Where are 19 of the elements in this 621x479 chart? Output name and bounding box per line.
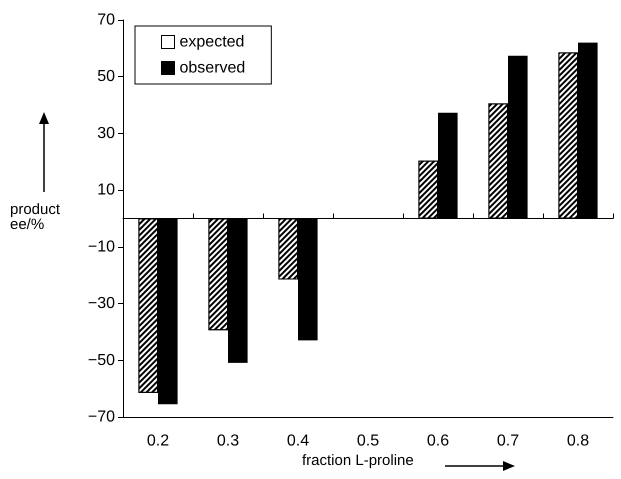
y-tick-label: 30 xyxy=(97,124,116,142)
x-tick-label: 0.8 xyxy=(566,432,590,450)
y-tick-label: 10 xyxy=(97,182,116,199)
x-tick-label: 0.4 xyxy=(286,432,310,450)
x-tick-label: 0.6 xyxy=(426,432,450,450)
y-tick-label: −10 xyxy=(88,238,116,256)
y-tick-label: −50 xyxy=(88,352,116,369)
x-tick-label: 0.5 xyxy=(356,432,380,450)
x-tick-label: 0.7 xyxy=(496,432,520,450)
x-tick-label: 0.2 xyxy=(146,432,170,450)
legend-label: expected xyxy=(180,34,244,50)
y-axis-title: product ee/% xyxy=(10,201,64,233)
y-tick-label: −70 xyxy=(88,408,116,426)
y-tick-label: −30 xyxy=(88,295,116,312)
x-tick-label: 0.3 xyxy=(216,432,240,450)
legend-label: observed xyxy=(180,60,246,76)
y-tick-label: 70 xyxy=(97,12,116,28)
y-tick-label: 50 xyxy=(97,68,116,86)
x-axis-title: fraction L-proline xyxy=(302,452,414,469)
